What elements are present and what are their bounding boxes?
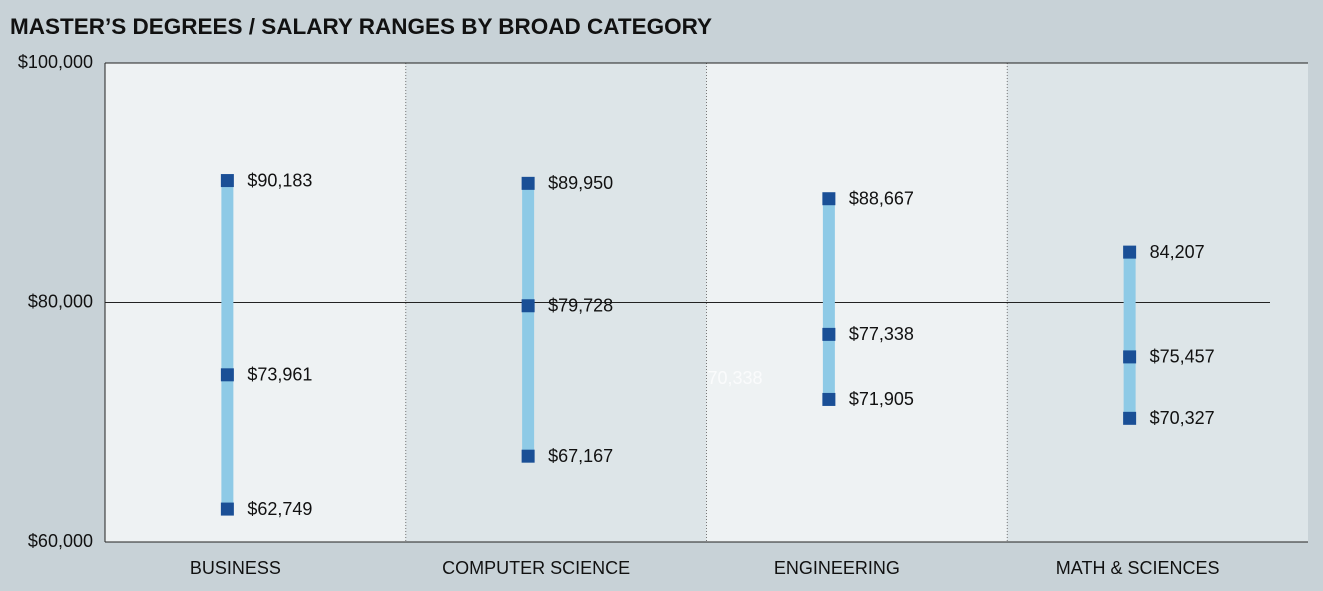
marker xyxy=(220,502,234,516)
marker xyxy=(220,174,234,188)
data-label: $79,728 xyxy=(548,296,613,316)
x-tick-label: MATH & SCIENCES xyxy=(1056,558,1220,578)
x-tick-label: BUSINESS xyxy=(190,558,281,578)
data-label: 84,207 xyxy=(1150,242,1205,262)
data-label: $75,457 xyxy=(1150,347,1215,367)
range-bar xyxy=(221,180,234,510)
marker xyxy=(521,449,535,463)
range-bar xyxy=(1123,252,1136,419)
marker xyxy=(220,368,234,382)
marker xyxy=(1123,245,1137,259)
data-label: $77,338 xyxy=(849,324,914,344)
data-label: $71,905 xyxy=(849,389,914,409)
marker xyxy=(1123,350,1137,364)
data-label: $67,167 xyxy=(548,446,613,466)
x-tick-label: ENGINEERING xyxy=(774,558,900,578)
marker xyxy=(822,192,836,206)
data-label: $70,327 xyxy=(1150,408,1215,428)
y-tick-label: $100,000 xyxy=(18,52,93,72)
marker xyxy=(822,392,836,406)
marker xyxy=(521,176,535,190)
marker xyxy=(1123,411,1137,425)
annotation: 70,338 xyxy=(707,368,762,388)
y-tick-label: $80,000 xyxy=(28,291,93,311)
chart-title: MASTER’S DEGREES / SALARY RANGES BY BROA… xyxy=(10,14,712,39)
range-bar xyxy=(822,198,835,400)
data-label: $90,183 xyxy=(247,170,312,190)
data-label: $73,961 xyxy=(247,365,312,385)
data-label: $88,667 xyxy=(849,188,914,208)
marker xyxy=(521,299,535,313)
data-label: $89,950 xyxy=(548,173,613,193)
x-tick-label: COMPUTER SCIENCE xyxy=(442,558,630,578)
range-bar xyxy=(522,183,535,457)
data-label: $62,749 xyxy=(247,499,312,519)
marker xyxy=(822,327,836,341)
y-tick-label: $60,000 xyxy=(28,531,93,551)
